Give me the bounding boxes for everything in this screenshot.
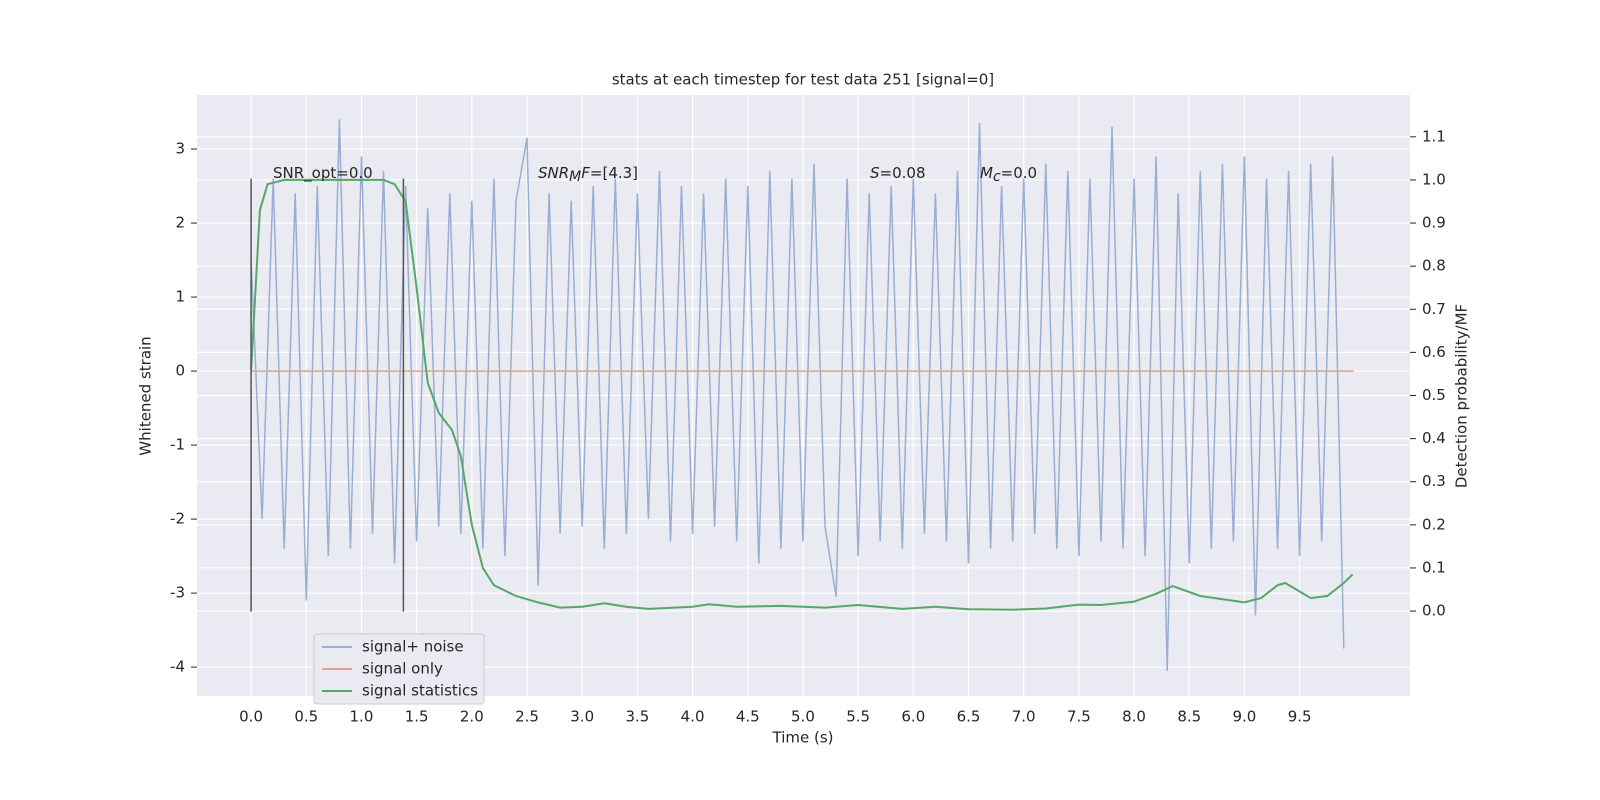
legend-label: signal only xyxy=(362,660,443,678)
x-tick-label: 6.0 xyxy=(901,708,925,726)
y2-tick-label: 1.0 xyxy=(1422,170,1446,188)
x-tick-label: 8.5 xyxy=(1177,708,1201,726)
legend-label: signal+ noise xyxy=(362,638,464,656)
y2-tick-label: 0.9 xyxy=(1422,214,1446,232)
legend-box xyxy=(313,633,485,705)
x-tick-label: 9.5 xyxy=(1288,708,1312,726)
y2-tick-label: 0.3 xyxy=(1422,472,1446,490)
annotation-part: =0.08 xyxy=(880,164,926,182)
y2-tick-label: 0.5 xyxy=(1422,386,1446,404)
x-tick-label: 1.5 xyxy=(405,708,429,726)
annotation-part: M xyxy=(569,169,581,185)
annotation-part: =0.0 xyxy=(1001,164,1037,182)
x-tick-label: 5.0 xyxy=(791,708,815,726)
y2-tick-label: 0.8 xyxy=(1422,257,1446,275)
y2-tick-label: 0.0 xyxy=(1422,602,1446,620)
y2-tick-label: 0.4 xyxy=(1422,429,1446,447)
x-tick-label: 0.5 xyxy=(294,708,318,726)
y-tick-label: -3 xyxy=(170,584,185,602)
x-tick-label: 4.0 xyxy=(681,708,705,726)
annotation: SNRMF=[4.3] xyxy=(538,164,638,186)
annotation-part: S xyxy=(870,164,880,182)
annotation-part: F xyxy=(581,164,590,182)
annotation-part: SNR xyxy=(538,164,569,182)
x-tick-label: 2.0 xyxy=(460,708,484,726)
chart-title: stats at each timestep for test data 251… xyxy=(612,71,994,89)
x-tick-label: 3.5 xyxy=(625,708,649,726)
x-tick-label: 6.5 xyxy=(957,708,981,726)
annotation: Mc=0.0 xyxy=(980,164,1037,186)
x-tick-label: 1.0 xyxy=(350,708,374,726)
y-tick-label: 1 xyxy=(175,288,185,306)
y-tick-label: 2 xyxy=(175,214,185,232)
x-tick-label: 5.5 xyxy=(846,708,870,726)
x-tick-label: 7.5 xyxy=(1067,708,1091,726)
x-tick-label: 4.5 xyxy=(736,708,760,726)
annotation: SNR_opt=0.0 xyxy=(273,164,373,183)
annotation-part: c xyxy=(993,169,1001,185)
x-tick-label: 2.5 xyxy=(515,708,539,726)
y-tick-label: 3 xyxy=(175,140,185,158)
y-tick-label: -1 xyxy=(170,436,185,454)
x-tick-label: 9.0 xyxy=(1233,708,1257,726)
series-line xyxy=(250,119,1345,671)
annotation-part: =[4.3] xyxy=(590,164,638,182)
x-axis-label: Time (s) xyxy=(772,729,834,747)
y2-tick-label: 0.1 xyxy=(1422,558,1446,576)
x-tick-label: 7.0 xyxy=(1012,708,1036,726)
series-line xyxy=(250,178,1354,611)
x-tick-label: 0.0 xyxy=(239,708,263,726)
y2-tick-label: 0.2 xyxy=(1422,515,1446,533)
x-tick-label: 8.0 xyxy=(1122,708,1146,726)
y2-tick-label: 0.6 xyxy=(1422,343,1446,361)
annotation-part: M xyxy=(980,164,993,182)
y-axis-label: Whitened strain xyxy=(137,336,155,455)
annotation: S=0.08 xyxy=(870,164,926,182)
legend-label: signal statistics xyxy=(362,682,478,700)
y2-tick-label: 0.7 xyxy=(1422,300,1446,318)
y2-tick-label: 1.1 xyxy=(1422,127,1446,145)
x-tick-label: 3.0 xyxy=(570,708,594,726)
y-tick-label: 0 xyxy=(175,362,185,380)
annotation-part: SNR_opt=0.0 xyxy=(273,164,373,183)
y-tick-label: -2 xyxy=(170,510,185,528)
y2-axis-label: Detection probability/MF xyxy=(1453,304,1471,488)
y-tick-label: -4 xyxy=(170,658,185,676)
